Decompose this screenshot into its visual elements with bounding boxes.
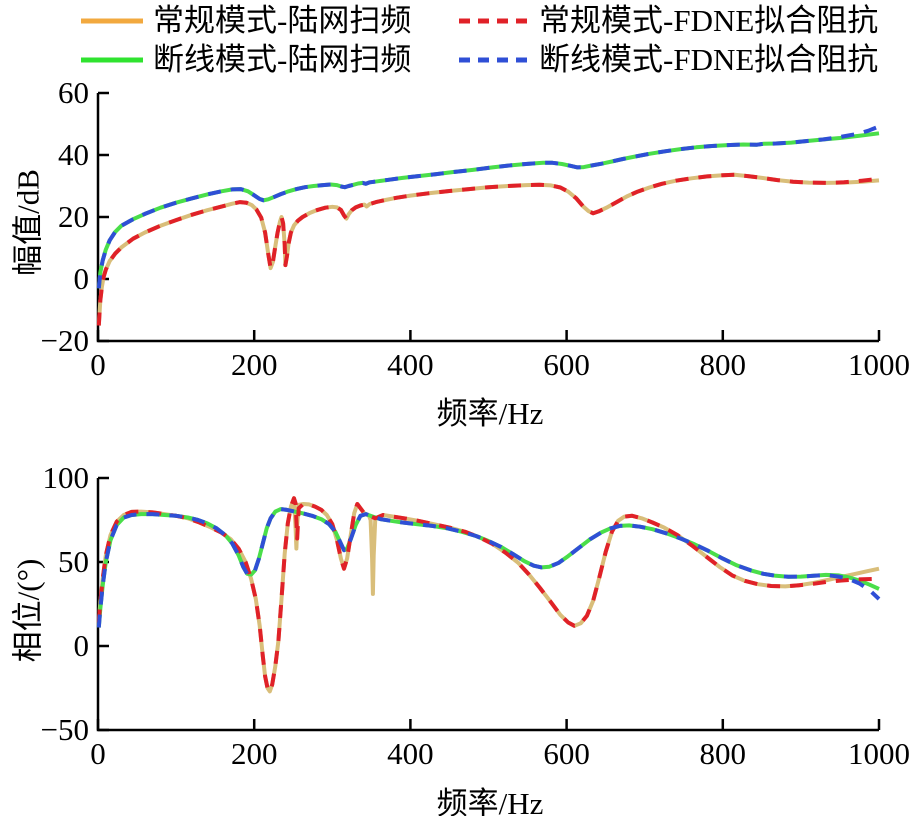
y-tick-label: −20 (41, 323, 89, 358)
legend-item-normal-fdne: 常规模式-FDNE拟合阻抗 (458, 2, 878, 39)
plot-1-curve-断线模式-FDNE拟合阻抗 (96, 507, 881, 628)
legend-label: 常规模式-陆网扫频 (153, 3, 412, 38)
y-tick-label: 40 (58, 137, 89, 172)
solid-line-icon (81, 57, 143, 62)
y-tick-label: 60 (58, 75, 89, 110)
phase-x-axis-label: 频率/Hz (436, 786, 544, 816)
legend-label: 断线模式-陆网扫频 (153, 42, 412, 77)
x-tick-label: 200 (231, 736, 278, 771)
x-tick-label: 600 (543, 736, 590, 771)
x-tick-label: 400 (387, 736, 434, 771)
y-tick-label: 100 (43, 460, 90, 495)
plot-0-spines (96, 93, 879, 343)
dashed-line-icon (459, 57, 529, 62)
legend: 常规模式-陆网扫频 常规模式-FDNE拟合阻抗 断线模式-陆网扫频 断线模式-F… (80, 2, 878, 78)
plot-0-curve-常规模式-陆网扫频 (96, 172, 880, 326)
y-tick-label: −50 (41, 712, 89, 747)
plot-0-curve-断线模式-FDNE拟合阻抗 (96, 124, 880, 289)
plot-1-spines (96, 478, 879, 732)
y-tick-label: 50 (58, 544, 89, 579)
solid-line-icon (81, 18, 143, 23)
x-tick-label: 0 (90, 736, 106, 771)
x-tick-label: 200 (231, 347, 278, 382)
magnitude-y-axis-label: 幅值/dB (10, 169, 46, 276)
y-tick-label: 20 (58, 199, 89, 234)
x-tick-label: 0 (90, 347, 106, 382)
magnitude-x-axis-label: 频率/Hz (436, 396, 544, 431)
legend-label: 断线模式-FDNE拟合阻抗 (539, 42, 879, 77)
dashed-line-icon (459, 18, 529, 23)
x-tick-label: 800 (700, 736, 747, 771)
x-tick-label: 600 (543, 347, 590, 382)
legend-item-broken-sweep: 断线模式-陆网扫频 (80, 41, 450, 78)
legend-item-normal-sweep: 常规模式-陆网扫频 (80, 2, 450, 39)
legend-item-broken-fdne: 断线模式-FDNE拟合阻抗 (458, 41, 878, 78)
x-tick-label: 1000 (848, 736, 910, 771)
phase-y-axis-label: 相位/(°) (10, 558, 46, 663)
y-tick-label: 0 (74, 628, 90, 663)
x-tick-label: 800 (700, 347, 747, 382)
plot-0-curve-常规模式-FDNE拟合阻抗 (96, 172, 880, 326)
x-tick-label: 400 (387, 347, 434, 382)
plot-0-curve-断线模式-陆网扫频 (96, 131, 880, 289)
y-tick-label: 0 (74, 261, 90, 296)
x-tick-label: 1000 (848, 347, 910, 382)
legend-label: 常规模式-FDNE拟合阻抗 (539, 3, 879, 38)
